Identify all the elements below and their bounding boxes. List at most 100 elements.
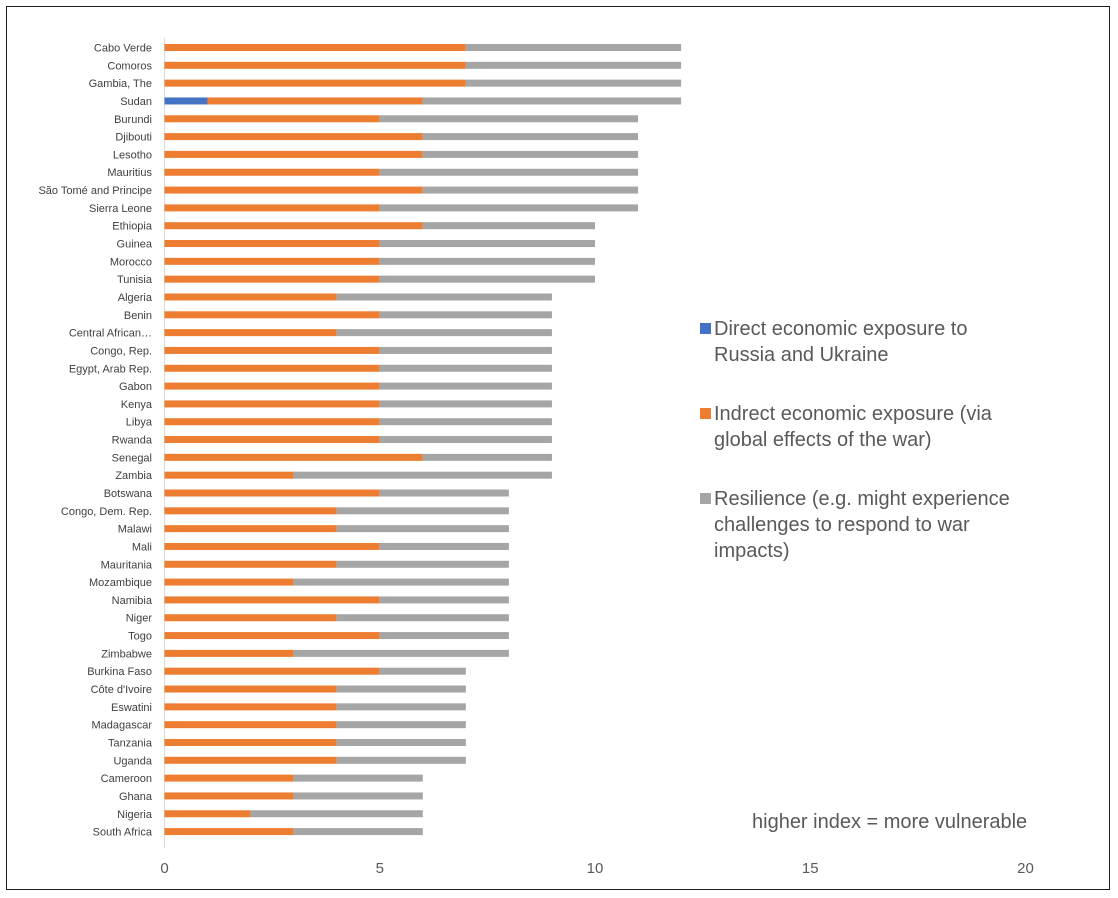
bar-segment-series-1 [164, 738, 337, 746]
y-tick-label: Comoros [107, 60, 152, 72]
bar-segment-series-1 [164, 150, 423, 158]
bar-segment-series-2 [379, 632, 509, 640]
bar-segment-series-1 [164, 61, 466, 69]
y-tick-label: Algeria [118, 292, 153, 304]
bar-segment-series-2 [336, 329, 552, 337]
bar-segment-series-2 [379, 667, 466, 675]
y-tick-label: Burundi [114, 114, 152, 126]
bar-segment-series-1 [164, 828, 294, 836]
legend-item-resilience: Resilience (e.g. might experience challe… [700, 486, 1100, 564]
x-tick-label: 10 [587, 860, 604, 877]
bar-segment-series-2 [293, 792, 423, 800]
bar-segment-series-1 [164, 596, 380, 604]
bar-segment-series-2 [422, 186, 639, 194]
y-tick-label: Kenya [121, 399, 153, 411]
y-tick-label: Botswana [104, 488, 153, 500]
bar-segment-series-1 [164, 703, 337, 711]
y-tick-label: Benin [124, 310, 152, 322]
y-tick-label: Nigeria [117, 809, 153, 821]
bar-segment-series-2 [465, 79, 682, 87]
bar-segment-series-1 [164, 44, 466, 51]
bar-segment-series-2 [293, 828, 423, 836]
y-tick-label: Mauritius [107, 167, 152, 179]
bar-segment-series-2 [379, 240, 595, 248]
y-tick-label: Cabo Verde [94, 43, 152, 55]
bar-segment-series-2 [379, 257, 595, 265]
bar-segment-series-1 [164, 489, 380, 497]
bar-segment-series-1 [164, 311, 380, 319]
bar-segment-series-2 [250, 810, 423, 818]
bar-segment-series-2 [336, 507, 509, 515]
legend-label-resilience-line2: challenges to respond to war [714, 514, 970, 536]
y-tick-label: Tunisia [117, 274, 153, 286]
bar-segment-series-1 [164, 204, 380, 212]
bar-segment-series-1 [164, 471, 294, 479]
y-tick-label: Morocco [110, 256, 152, 268]
y-tick-label: Gambia, The [89, 78, 152, 90]
legend-label-indirect-line1: Indrect economic exposure (via [714, 403, 992, 425]
bar-segment-series-2 [465, 61, 682, 69]
x-tick-label: 20 [1017, 860, 1034, 877]
bar-segment-series-2 [379, 436, 552, 444]
bar-segment-series-1 [164, 453, 423, 461]
bar-segment-series-1 [164, 168, 380, 176]
bar-segment-series-1 [164, 756, 337, 764]
y-tick-label: Gabon [119, 381, 152, 393]
bar-segment-series-1 [164, 667, 380, 675]
x-tick-label: 15 [802, 860, 819, 877]
bar-segment-series-2 [336, 721, 466, 729]
legend-label-resilience-line1: Resilience (e.g. might experience [714, 488, 1010, 510]
bar-segment-series-2 [336, 293, 552, 301]
bar-segment-series-1 [164, 222, 423, 230]
bar-segment-series-1 [164, 578, 294, 586]
bar-segment-series-1 [164, 79, 466, 87]
bar-segment-series-1 [164, 810, 251, 818]
bar-segment-series-1 [164, 614, 337, 622]
bar-segment-series-1 [164, 774, 294, 782]
legend-swatch-indirect [700, 408, 711, 419]
bar-segment-series-1 [164, 293, 337, 301]
y-tick-label: Tanzania [108, 737, 153, 749]
bar-segment-series-2 [422, 453, 552, 461]
bar-segment-series-0 [164, 97, 208, 105]
bar-segment-series-2 [293, 578, 509, 586]
legend-label-direct-line1: Direct economic exposure to [714, 318, 968, 340]
y-tick-label: Malawi [118, 524, 152, 536]
chart-annotation: higher index = more vulnerable [752, 811, 1028, 833]
y-tick-label: Côte d'Ivoire [91, 684, 152, 696]
bar-segment-series-1 [164, 275, 380, 283]
y-tick-label: Niger [126, 613, 153, 625]
y-tick-label: Madagascar [91, 720, 152, 732]
bar-segment-series-1 [164, 382, 380, 390]
bar-segment-series-2 [379, 275, 595, 283]
y-tick-label: Mozambique [89, 577, 152, 589]
legend-item-direct: Direct economic exposure to Russia and U… [700, 316, 1100, 368]
bar-segment-series-2 [379, 489, 509, 497]
bar-segment-series-2 [379, 364, 552, 372]
bar-segment-series-2 [422, 222, 595, 230]
y-tick-label: Togo [128, 631, 152, 643]
bar-segment-series-2 [465, 44, 682, 51]
bar-segment-series-1 [164, 525, 337, 533]
bar-segment-series-2 [379, 168, 639, 176]
y-tick-label: Mali [132, 541, 152, 553]
bar-segment-series-2 [293, 471, 552, 479]
y-tick-label: Namibia [112, 595, 153, 607]
bar-segment-series-2 [293, 774, 423, 782]
legend-item-indirect: Indrect economic exposure (via global ef… [700, 401, 1100, 453]
bar-segment-series-2 [379, 311, 552, 319]
y-tick-label: São Tomé and Principe [38, 185, 152, 197]
y-tick-label: Libya [126, 417, 153, 429]
bar-segment-series-2 [379, 204, 639, 212]
y-tick-label: Zambia [115, 470, 153, 482]
bar-segment-series-2 [379, 596, 509, 604]
y-tick-label: Uganda [113, 755, 152, 767]
bar-segment-series-2 [422, 133, 639, 141]
bar-segment-series-1 [164, 507, 337, 515]
bar-segment-series-1 [164, 329, 337, 337]
y-tick-label: Sudan [120, 96, 152, 108]
bar-segment-series-2 [422, 97, 682, 105]
x-tick-label: 5 [376, 860, 384, 877]
bar-segment-series-1 [164, 436, 380, 444]
